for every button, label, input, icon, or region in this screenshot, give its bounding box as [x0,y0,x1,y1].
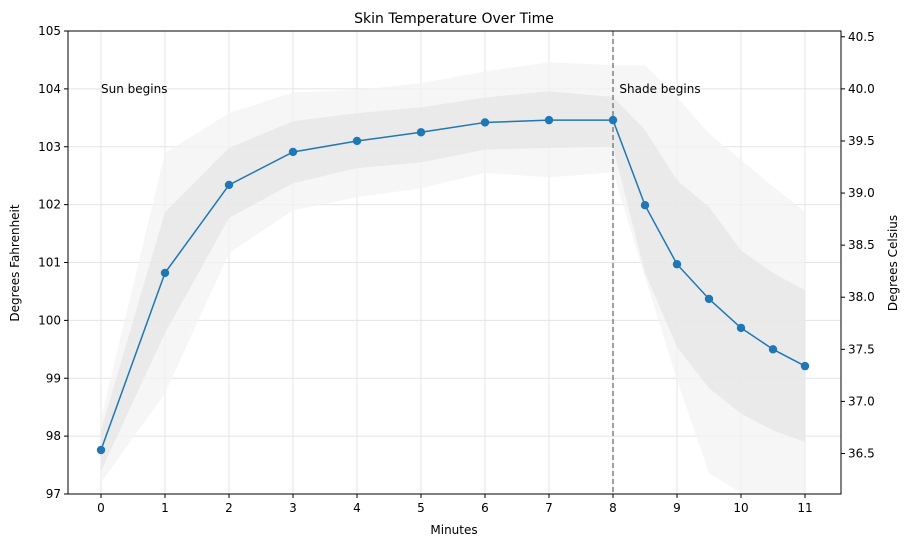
annotations: Sun begins Shade begins [101,82,701,96]
x-tick-label: 7 [545,501,553,515]
x-tick-label: 8 [609,501,617,515]
y-tick-label: 98 [46,429,61,443]
y-right-tick-label: 38.0 [848,290,875,304]
y-tick-label: 104 [38,82,61,96]
confidence-bands [101,62,805,494]
y-tick-label: 97 [46,487,61,501]
annotation-text: Sun begins [101,82,167,96]
axes: 0 1 2 3 4 5 6 7 8 9 10 11 97 98 99 100 101 102 103 104 105 36… [38,24,875,515]
y-tick-label: 103 [38,140,61,154]
series-line [96,115,810,455]
x-tick-label: 1 [161,501,169,515]
annotation-text: Shade begins [619,82,700,96]
x-tick-label: 6 [481,501,489,515]
x-axis-label: Minutes [430,523,477,537]
data-point [672,260,682,269]
y-tick-label: 101 [38,256,61,270]
y-right-tick-label: 37.5 [848,342,875,356]
data-point [224,180,234,190]
data-point [736,323,746,333]
data-point [608,115,618,125]
data-point [704,294,714,304]
y-tick-label: 99 [46,371,61,385]
chart-title: Skin Temperature Over Time [354,11,554,27]
data-point [640,201,650,210]
data-point [768,345,778,354]
y-right-tick-label: 37.0 [848,394,875,408]
x-tick-label: 2 [225,501,233,515]
x-tick-label: 10 [733,501,748,515]
y-right-tick-label: 39.5 [848,134,875,148]
data-point [96,445,106,455]
data-point [160,268,170,278]
x-tick-label: 11 [797,501,812,515]
y-right-tick-label: 40.0 [848,82,875,96]
x-tick-label: 3 [289,501,297,515]
data-point [800,361,810,371]
y-axis-label: Degrees Fahrenheit [8,204,22,321]
x-tick-label: 9 [673,501,681,515]
y-tick-label: 105 [38,24,61,38]
data-point [544,115,554,125]
x-tick-label: 5 [417,501,425,515]
x-tick-label: 0 [97,501,105,515]
data-point [288,147,298,157]
y-axis-right-label: Degrees Celsius [886,215,900,311]
y-tick-label: 100 [38,313,61,327]
data-point [480,118,490,127]
band-inner [101,91,805,471]
y-right-tick-label: 40.5 [848,30,875,44]
data-point [416,128,426,137]
y-right-tick-label: 39.0 [848,186,875,200]
y-tick-label: 102 [38,198,61,212]
y-right-tick-label: 38.5 [848,238,875,252]
x-tick-label: 4 [353,501,361,515]
data-point [352,136,362,146]
y-right-tick-label: 36.5 [848,446,875,460]
